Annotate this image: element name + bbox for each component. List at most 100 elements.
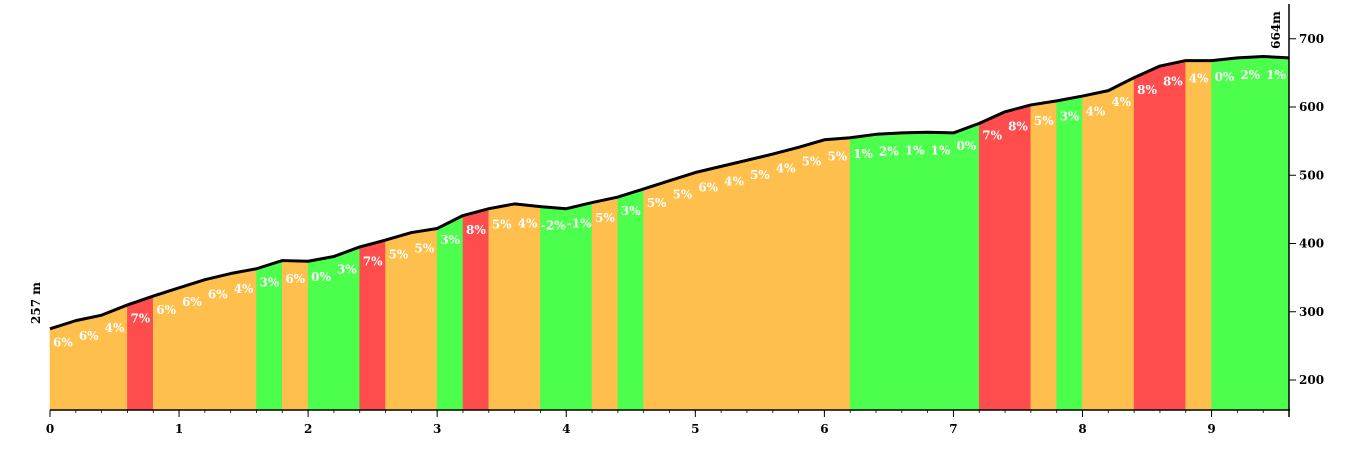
y-tick-label: 200 [1299,373,1324,387]
grade-segment [1211,57,1238,411]
x-axis: 0 1 2 3 4 5 6 7 8 9 [46,409,1290,436]
grade-label: 4% [724,174,744,188]
grade-segment [978,111,1006,411]
x-tick-label: 4 [562,422,570,436]
grade-segment [798,139,825,411]
grade-label: 5% [673,188,693,202]
grade-label: 0% [311,270,331,284]
grade-label: -2% [541,219,566,233]
grade-label: 2% [879,145,899,159]
x-tick-label: 0 [46,422,54,436]
grade-segment [1030,100,1057,411]
grade-label: 0% [1215,70,1235,84]
grade-labels: 6% 6%4%7%6%6%6% 4% 3% 6% 0%3%7%5% 5%3%8% 5% 4% -2… [53,68,1287,350]
elevation-profile-line [49,54,1290,331]
grade-label: 6% [53,336,73,350]
grade-label: 6% [156,303,176,317]
y-axis: 200 300 400 500 600 700 [1288,4,1324,417]
grade-label: 8% [1137,83,1157,97]
grade-label: 3% [337,263,357,277]
grade-label: 4% [1111,95,1131,109]
grade-segment [49,320,77,411]
grade-label: 5% [647,196,667,210]
grade-label: 4% [105,321,125,335]
grade-label: 8% [1163,74,1183,88]
x-tick-label: 7 [949,422,957,436]
grade-segment [1056,95,1083,411]
grade-label: -1% [567,217,592,231]
grade-segment [1004,104,1032,411]
grade-label: 1% [1266,68,1286,82]
grade-label: 4% [1086,104,1106,118]
x-tick-label: 9 [1207,422,1215,436]
grade-label: 4% [1189,72,1209,86]
grade-label: 3% [440,233,460,247]
grade-segment [901,131,928,411]
end-elevation-label: 664m [1269,11,1283,49]
grade-segment [1237,56,1264,411]
grade-label: 5% [750,168,770,182]
grade-segment [540,206,567,411]
y-tick-label: 600 [1299,100,1324,114]
y-tick-label: 700 [1299,32,1324,46]
grade-segment [1133,65,1161,411]
grade-segment [1108,77,1135,411]
start-elevation-label: 257 m [29,282,43,324]
grade-label: 5% [802,155,822,169]
grade-label: 3% [621,204,641,218]
grade-label: 5% [595,211,615,225]
grade-segments [49,56,1290,411]
y-tick-label: 500 [1299,168,1324,182]
grade-segment [591,196,619,411]
grade-label: 8% [466,223,486,237]
grade-label: 8% [1008,119,1028,133]
grade-segment [462,208,490,411]
grade-segment [669,172,696,411]
grade-label: 6% [79,329,99,343]
grade-label: 4% [776,162,796,176]
grade-label: 1% [853,147,873,161]
grade-segment [1082,90,1109,411]
grade-label: 5% [414,242,434,256]
grade-label: 0% [956,139,976,153]
grade-label: 1% [905,144,925,158]
x-tick-label: 1 [175,422,183,436]
grade-label: 5% [1034,114,1054,128]
grade-label: 7% [982,129,1002,143]
grade-segment [411,228,438,411]
grade-label: 4% [234,282,254,296]
grade-segment [1185,60,1212,411]
grade-segment [927,131,954,411]
grade-label: 6% [208,288,228,302]
grade-segment [643,180,670,411]
grade-label: 7% [363,255,383,269]
grade-label: 5% [492,217,512,231]
grade-segment [720,159,748,411]
grade-label: 7% [130,311,150,325]
grade-segment [514,203,541,411]
x-tick-label: 3 [433,422,441,436]
grade-segment [746,153,774,411]
grade-segment [953,122,980,411]
y-tick-label: 300 [1299,305,1324,319]
grade-label: 6% [182,295,202,309]
y-tick-label: 400 [1299,237,1324,251]
grade-segment [617,188,644,411]
grade-label: 5% [389,247,409,261]
grade-segment [565,202,593,411]
x-tick-label: 2 [304,422,312,436]
grade-label: 6% [285,272,305,286]
grade-label: 5% [827,150,847,164]
x-tick-label: 5 [691,422,699,436]
grade-label: 3% [260,276,280,290]
grade-segment [695,165,722,411]
grade-segment [849,133,877,411]
grade-label: 2% [1240,68,1260,82]
grade-segment [824,137,851,411]
grade-label: 4% [518,216,538,230]
grade-segment [1262,56,1290,411]
grade-label: 3% [1060,109,1080,123]
grade-label: 1% [931,144,951,158]
x-tick-label: 8 [1078,422,1086,436]
